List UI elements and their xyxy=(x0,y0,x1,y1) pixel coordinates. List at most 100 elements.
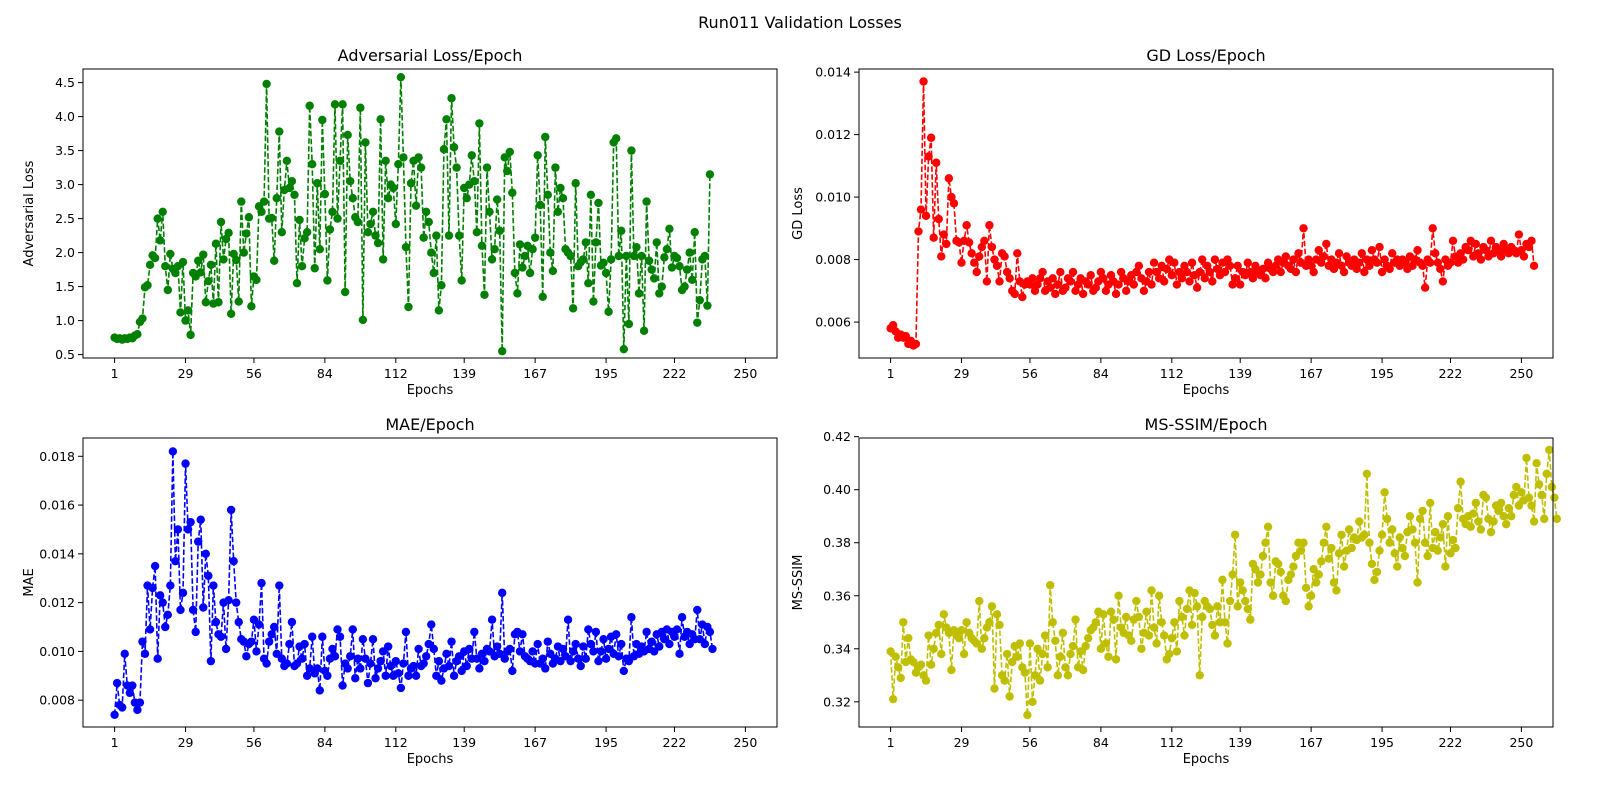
data-point xyxy=(1013,652,1022,661)
data-point xyxy=(937,649,946,659)
data-point xyxy=(1048,274,1057,283)
data-point xyxy=(1058,628,1068,638)
data-point xyxy=(492,642,502,651)
x-tick-label: 112 xyxy=(384,366,408,381)
data-point xyxy=(1375,242,1384,252)
data-point xyxy=(992,261,1002,271)
x-tick-label: 139 xyxy=(452,366,476,381)
data-point xyxy=(959,649,969,659)
data-point xyxy=(348,194,357,203)
data-point xyxy=(1420,283,1430,292)
data-point xyxy=(254,620,264,629)
data-point xyxy=(972,267,981,277)
data-point xyxy=(1258,264,1268,274)
data-point xyxy=(384,194,393,203)
data-point xyxy=(163,285,172,295)
data-point xyxy=(1405,512,1415,521)
data-point xyxy=(1458,255,1468,264)
data-point xyxy=(206,656,216,666)
x-tick-label: 84 xyxy=(317,366,333,381)
data-point xyxy=(566,656,575,666)
data-point xyxy=(282,156,292,165)
data-point xyxy=(181,459,190,468)
data-point xyxy=(1028,274,1037,283)
data-point xyxy=(937,252,946,261)
data-point xyxy=(543,637,552,646)
data-point xyxy=(1114,591,1123,600)
data-point xyxy=(285,639,294,649)
data-point xyxy=(1038,267,1047,277)
data-point xyxy=(477,241,487,250)
data-point xyxy=(705,627,715,637)
data-point xyxy=(209,581,218,590)
data-point xyxy=(287,177,297,186)
data-point xyxy=(467,151,476,160)
data-point xyxy=(447,637,456,646)
data-point xyxy=(1213,602,1222,611)
data-point xyxy=(924,152,933,161)
data-point xyxy=(926,660,936,669)
data-point xyxy=(183,525,193,534)
x-tick-label: 139 xyxy=(1228,366,1252,381)
data-point xyxy=(1362,469,1372,478)
data-point xyxy=(957,258,966,267)
data-point xyxy=(1251,565,1260,574)
x-tick-label: 167 xyxy=(523,735,547,750)
data-point xyxy=(1000,252,1009,261)
data-point xyxy=(1550,493,1559,502)
data-point xyxy=(439,145,449,154)
data-point xyxy=(1299,224,1308,233)
x-tick-label: 195 xyxy=(1370,366,1394,381)
data-point xyxy=(267,213,276,223)
data-point xyxy=(1314,570,1323,579)
data-point xyxy=(457,276,466,285)
data-point xyxy=(487,255,497,264)
data-point xyxy=(1195,267,1204,277)
data-point xyxy=(498,347,507,356)
data-point xyxy=(257,207,266,216)
x-tick-label: 1 xyxy=(111,366,119,381)
data-point xyxy=(161,262,170,271)
data-point xyxy=(346,177,355,186)
data-point xyxy=(1134,612,1144,622)
data-point xyxy=(196,515,205,524)
data-point xyxy=(1291,551,1301,561)
data-point xyxy=(1438,277,1448,286)
data-point xyxy=(614,251,623,261)
data-point xyxy=(1289,255,1298,264)
data-point xyxy=(891,652,900,661)
y-tick-label: 4.5 xyxy=(55,75,75,90)
data-point xyxy=(363,228,373,237)
data-point xyxy=(708,644,717,654)
data-point xyxy=(216,217,226,227)
data-point xyxy=(1167,633,1176,643)
data-point xyxy=(1408,525,1417,534)
data-point xyxy=(295,215,304,225)
data-point xyxy=(270,256,279,265)
y-tick-label: 0.010 xyxy=(815,190,851,205)
data-point xyxy=(1377,530,1387,539)
data-point xyxy=(987,242,997,252)
y-tick-label: 0.012 xyxy=(39,595,75,610)
data-point xyxy=(262,659,271,668)
data-point xyxy=(1000,676,1009,685)
data-point xyxy=(634,289,644,298)
data-point xyxy=(330,100,340,109)
data-point xyxy=(1453,504,1463,513)
data-point xyxy=(163,610,172,620)
x-tick-label: 167 xyxy=(1299,366,1323,381)
data-point xyxy=(556,183,565,193)
data-point xyxy=(558,644,568,654)
data-point xyxy=(135,698,145,707)
data-point xyxy=(1469,509,1478,518)
data-point xyxy=(1428,224,1437,233)
data-point xyxy=(541,132,550,142)
data-point xyxy=(1436,533,1445,542)
data-point xyxy=(1398,543,1407,553)
data-point xyxy=(700,251,710,261)
data-point xyxy=(1192,283,1202,292)
data-point xyxy=(1388,249,1397,258)
data-point xyxy=(579,642,588,651)
data-point xyxy=(1246,615,1255,624)
x-axis-label: Epochs xyxy=(1183,383,1230,398)
